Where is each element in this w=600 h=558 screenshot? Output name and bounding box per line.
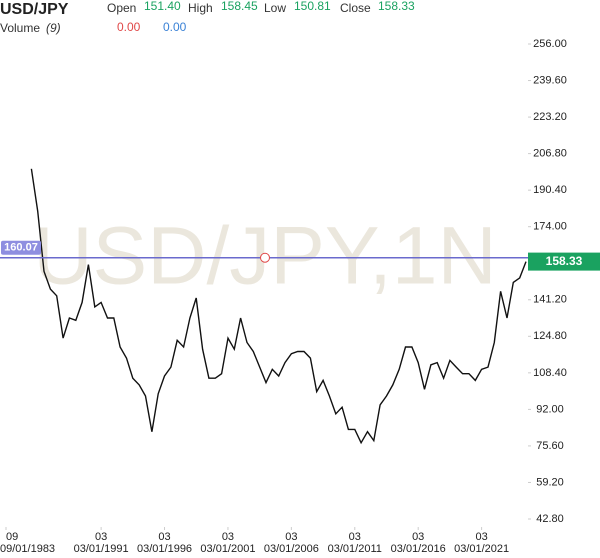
line-handle [260, 252, 270, 263]
x-tick-label: 03/01/2001 [200, 543, 255, 555]
x-tick-month: 03 [285, 531, 297, 543]
x-tick-month: 09 [6, 531, 18, 543]
x-tick-month: 03 [349, 531, 361, 543]
volume-period: (9) [46, 21, 61, 35]
x-tick-label: 03/01/2006 [264, 543, 319, 555]
y-tick-label: 42.80 [536, 513, 564, 525]
x-tick-label: 09/01/1983 [0, 543, 55, 555]
high-label: High [188, 1, 213, 15]
line-label: 160.07 [4, 242, 38, 254]
close-value: 158.33 [378, 0, 415, 13]
y-tick-label: 108.40 [533, 367, 567, 379]
high-value: 158.45 [221, 0, 258, 13]
last-price-label: 158.33 [546, 254, 583, 268]
x-tick-month: 03 [412, 531, 424, 543]
last-price-box [528, 252, 600, 271]
volume-label: Volume [0, 21, 40, 35]
y-tick-label: 75.60 [536, 440, 564, 452]
volume-value: 0.00 [163, 20, 187, 34]
y-tick-label: 92.00 [536, 403, 564, 415]
open-label: Open [107, 1, 136, 15]
y-tick-label: 206.80 [533, 148, 567, 160]
x-tick-label: 03/01/2021 [454, 543, 509, 555]
y-tick-label: 223.20 [533, 111, 567, 123]
x-tick-label: 03/01/2016 [391, 543, 446, 555]
y-tick-label: 141.20 [533, 294, 567, 306]
y-tick-label: 59.20 [536, 476, 564, 488]
x-tick-label: 03/01/1996 [137, 543, 192, 555]
y-tick-label: 124.80 [533, 330, 567, 342]
price-line [30, 168, 527, 445]
line-label-box [1, 240, 41, 255]
low-value: 150.81 [294, 0, 331, 13]
x-tick-label: 03/01/1991 [74, 543, 129, 555]
y-tick-label: 239.60 [533, 74, 567, 86]
low-label: Low [264, 1, 286, 15]
volume-value: 0.00 [117, 20, 141, 34]
close-label: Close [340, 1, 371, 15]
open-value: 151.40 [144, 0, 181, 13]
x-tick-month: 03 [158, 531, 170, 543]
symbol: USD/JPY [0, 1, 69, 18]
x-tick-month: 03 [95, 531, 107, 543]
y-tick-label: 190.40 [533, 184, 567, 196]
x-tick-month: 03 [475, 531, 487, 543]
x-tick-month: 03 [222, 531, 234, 543]
y-tick-label: 174.00 [533, 221, 567, 233]
y-tick-label: 256.00 [533, 38, 567, 50]
x-tick-label: 03/01/2011 [328, 543, 382, 555]
